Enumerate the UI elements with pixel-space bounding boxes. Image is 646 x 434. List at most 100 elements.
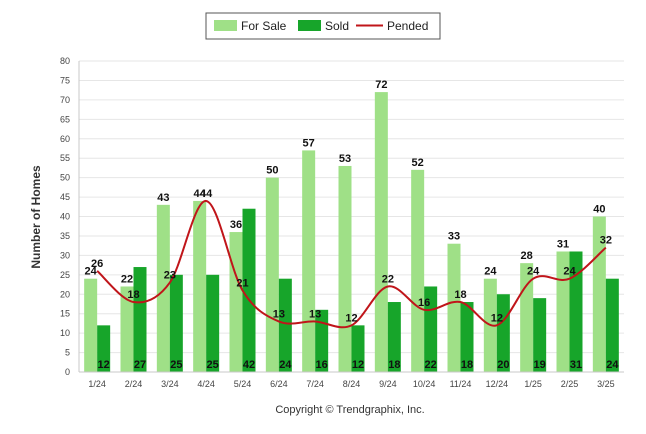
legend-label-pended: Pended xyxy=(387,19,428,33)
x-tick-label: 11/24 xyxy=(450,379,472,389)
sold-value-label: 27 xyxy=(134,359,146,371)
for-sale-value-label: 28 xyxy=(521,250,533,262)
for-sale-value-label: 57 xyxy=(303,137,315,149)
y-axis-title: Number of Homes xyxy=(29,165,43,269)
for-sale-bar xyxy=(156,204,170,372)
for-sale-bar xyxy=(592,216,606,372)
y-tick-label: 15 xyxy=(60,309,70,319)
for-sale-bar xyxy=(84,278,98,372)
pended-value-label: 32 xyxy=(600,235,612,247)
legend[interactable]: For Sale Sold Pended xyxy=(205,12,441,40)
x-tick-label: 1/24 xyxy=(88,379,106,389)
for-sale-value-label: 24 xyxy=(85,266,98,278)
x-tick-label: 5/24 xyxy=(234,379,252,389)
sold-bar xyxy=(242,208,256,372)
sold-value-label: 25 xyxy=(170,359,182,371)
pended-value-label: 26 xyxy=(91,258,103,270)
sold-value-label: 42 xyxy=(243,359,255,371)
y-tick-label: 0 xyxy=(65,367,70,377)
y-tick-label: 70 xyxy=(60,95,70,105)
legend-label-for-sale: For Sale xyxy=(241,19,287,33)
for-sale-bar xyxy=(411,169,425,372)
y-tick-label: 80 xyxy=(60,56,70,66)
sold-value-label: 22 xyxy=(425,359,437,371)
y-tick-label: 10 xyxy=(60,328,70,338)
sold-value-label: 12 xyxy=(98,359,110,371)
for-sale-value-label: 40 xyxy=(593,204,605,216)
y-tick-label: 40 xyxy=(60,212,70,222)
for-sale-value-label: 44 xyxy=(194,188,207,200)
sold-value-label: 18 xyxy=(388,359,400,371)
pended-value-label: 18 xyxy=(127,289,139,301)
for-sale-value-label: 52 xyxy=(412,157,424,169)
legend-label-sold: Sold xyxy=(325,19,349,33)
for-sale-bar xyxy=(374,92,388,372)
sold-value-label: 25 xyxy=(207,359,219,371)
legend-frame xyxy=(205,12,441,40)
for-sale-bar xyxy=(229,232,243,372)
for-sale-value-label: 36 xyxy=(230,219,242,231)
sold-value-label: 24 xyxy=(279,359,292,371)
x-tick-label: 6/24 xyxy=(270,379,288,389)
for-sale-bar xyxy=(302,150,316,372)
x-tick-label: 3/25 xyxy=(597,379,615,389)
y-tick-label: 30 xyxy=(60,250,70,260)
pended-value-label: 24 xyxy=(527,266,540,278)
pended-value-label: 44 xyxy=(200,188,213,200)
x-tick-label: 7/24 xyxy=(306,379,324,389)
for-sale-bar xyxy=(265,177,279,372)
sold-bar xyxy=(460,302,474,372)
x-tick-label: 3/24 xyxy=(161,379,179,389)
sold-bar xyxy=(351,325,365,372)
x-tick-label: 8/24 xyxy=(343,379,361,389)
axes: 0 5 10 15 20 25 30 35 40 45 50 55 60 65 70 75 80 1/24 2/24… xyxy=(60,56,624,389)
x-tick-label: 2/25 xyxy=(561,379,579,389)
y-tick-label: 60 xyxy=(60,134,70,144)
y-tick-label: 75 xyxy=(60,75,70,85)
sold-bar xyxy=(97,325,111,372)
sold-value-label: 20 xyxy=(497,359,509,371)
for-sale-value-label: 43 xyxy=(157,192,169,204)
x-tick-label: 9/24 xyxy=(379,379,397,389)
sold-bar xyxy=(605,278,619,372)
for-sale-value-label: 24 xyxy=(484,266,497,278)
sold-bar xyxy=(133,267,147,372)
sold-bar xyxy=(206,274,220,372)
sold-value-label: 18 xyxy=(461,359,473,371)
pended-value-label: 13 xyxy=(273,308,285,320)
sold-bar xyxy=(424,286,438,372)
y-tick-label: 55 xyxy=(60,153,70,163)
x-tick-label: 10/24 xyxy=(413,379,436,389)
sold-bar xyxy=(169,274,183,372)
sold-bar xyxy=(387,302,401,372)
sold-value-label: 24 xyxy=(606,359,619,371)
for-sale-bar xyxy=(447,243,461,372)
for-sale-value-label: 50 xyxy=(266,165,278,177)
legend-swatch-for-sale xyxy=(214,20,237,31)
y-tick-label: 45 xyxy=(60,192,70,202)
data-labels: 24 12 26 22 27 18 43 25 23 44 25 44 36 42 21 50 24 13 57 16… xyxy=(85,79,620,371)
y-tick-label: 20 xyxy=(60,289,70,299)
x-tick-label: 12/24 xyxy=(486,379,509,389)
legend-swatch-sold xyxy=(298,20,321,31)
pended-value-label: 16 xyxy=(418,297,430,309)
x-tick-label: 1/25 xyxy=(524,379,542,389)
pended-line-path xyxy=(96,199,607,329)
for-sale-value-label: 22 xyxy=(121,273,133,285)
sold-bar xyxy=(278,278,292,372)
pended-value-label: 23 xyxy=(164,270,176,282)
sold-value-label: 19 xyxy=(534,359,546,371)
pended-value-label: 24 xyxy=(563,266,576,278)
pended-value-label: 12 xyxy=(345,312,357,324)
for-sale-value-label: 31 xyxy=(557,238,569,250)
x-tick-label: 4/24 xyxy=(197,379,215,389)
for-sale-bar xyxy=(193,200,207,372)
pended-value-label: 22 xyxy=(382,273,394,285)
pended-value-label: 21 xyxy=(236,277,248,289)
pended-value-label: 18 xyxy=(454,289,466,301)
y-tick-label: 5 xyxy=(65,348,70,358)
pended-value-label: 12 xyxy=(491,312,503,324)
sold-bar xyxy=(315,309,329,372)
y-tick-label: 50 xyxy=(60,173,70,183)
